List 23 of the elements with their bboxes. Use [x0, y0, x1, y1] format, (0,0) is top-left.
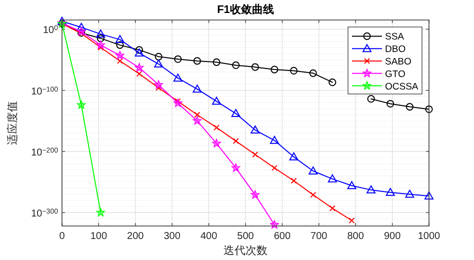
- y-tick-label: 10$^{0}$: [42, 24, 58, 36]
- x-tick-label: 300: [164, 231, 181, 242]
- x-tick-label: 0: [59, 231, 66, 242]
- y-axis-title: 适应度值: [6, 101, 19, 145]
- legend-label: DBO: [385, 44, 406, 56]
- x-tick-label: 200: [127, 231, 144, 242]
- chart-title: F1收敛曲线: [217, 3, 274, 16]
- legend-label: SABO: [385, 56, 412, 68]
- x-tick-label: 400: [200, 231, 218, 242]
- legend-label: OCSSA: [385, 81, 419, 92]
- y-tick-label: 10$^{−300}$: [31, 208, 58, 220]
- x-tick-label: 600: [274, 231, 291, 242]
- x-tick-label: 700: [310, 231, 328, 242]
- x-tick-label: 500: [237, 231, 254, 242]
- x-tick-label: 900: [384, 231, 402, 242]
- x-axis-title: 迭代次数: [224, 244, 268, 257]
- y-tick-label: 10$^{−200}$: [31, 146, 58, 158]
- x-tick-label: 100: [90, 231, 108, 242]
- x-tick-label: 800: [347, 231, 364, 242]
- legend-label: GTO: [385, 68, 406, 80]
- legend-label: SSA: [385, 32, 405, 43]
- y-tick-label: 10$^{−100}$: [31, 86, 58, 98]
- x-tick-label: 1000: [418, 231, 441, 242]
